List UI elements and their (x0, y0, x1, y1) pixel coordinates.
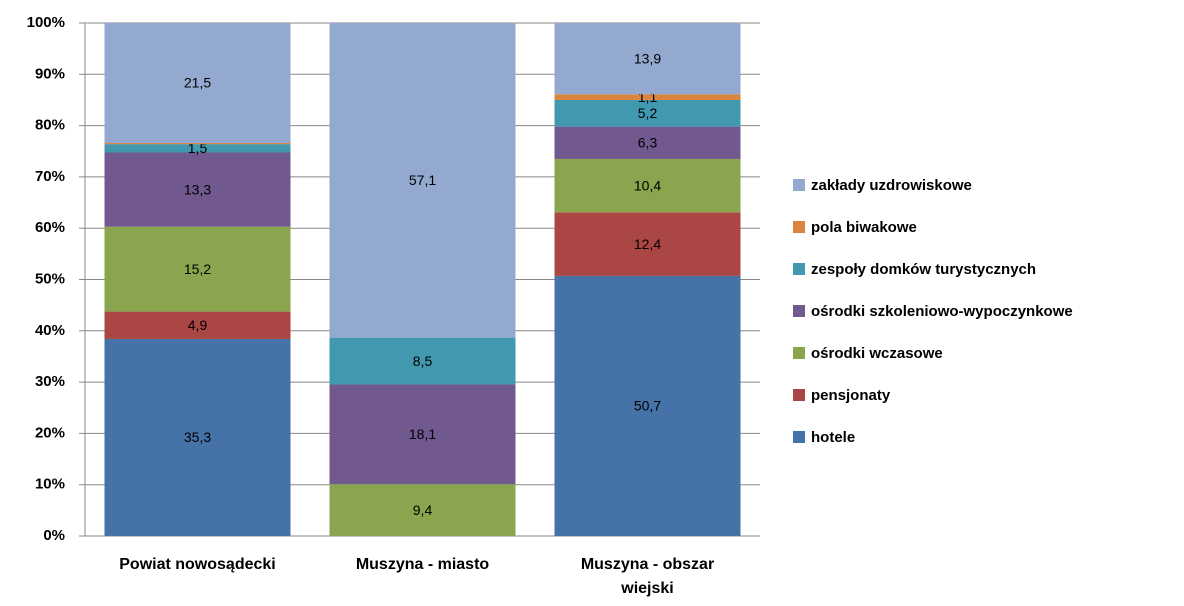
legend-label: zespoły domków turystycznych (811, 261, 1036, 278)
data-label: 5,2 (638, 105, 658, 121)
legend-swatch (793, 179, 805, 191)
bar-segment (104, 143, 291, 145)
y-tick-label: 50% (35, 270, 65, 287)
bar-segment (104, 152, 291, 227)
y-tick-label: 90% (35, 65, 65, 82)
bar-segment (104, 144, 291, 153)
legend-swatch (793, 221, 805, 233)
legend-label: ośrodki wczasowe (811, 345, 943, 362)
data-label: 8,5 (413, 353, 433, 369)
legend-swatch (793, 263, 805, 275)
y-tick-label: 80% (35, 117, 65, 134)
bar-segment (329, 484, 516, 536)
legend-swatch (793, 431, 805, 443)
data-label: 6,3 (638, 134, 658, 150)
data-label: 12,4 (634, 236, 661, 252)
data-label: 21,5 (184, 75, 211, 91)
bar-segment (554, 23, 741, 95)
legend-label: pensjonaty (811, 387, 891, 404)
legend-label: pola biwakowe (811, 219, 917, 236)
x-tick-label: Muszyna - miasto (355, 556, 490, 573)
bar-segment (554, 212, 741, 276)
bar-segment (329, 337, 516, 385)
data-label: 4,9 (188, 317, 208, 333)
bar-segment (329, 384, 516, 485)
y-tick-label: 0% (43, 527, 65, 544)
bar-segment (104, 23, 291, 144)
bar-segment (554, 126, 741, 159)
data-label: 10,4 (634, 177, 661, 193)
x-tick-label: Muszyna - obszar wiejski (580, 556, 715, 597)
legend-label: zakłady uzdrowiskowe (811, 177, 972, 194)
data-label: 57,1 (409, 172, 436, 188)
bar-segment (104, 226, 291, 312)
data-label: 18,1 (409, 426, 436, 442)
bar-segment (104, 338, 291, 536)
bar-segment (554, 158, 741, 213)
y-tick-label: 100% (27, 14, 65, 31)
bar-segment (554, 94, 741, 100)
legend-label: hotele (811, 429, 855, 446)
data-label: 50,7 (634, 398, 661, 414)
data-label: 13,9 (634, 50, 661, 66)
y-tick-label: 70% (35, 168, 65, 185)
bar-segment (104, 311, 291, 339)
x-tick-label: Powiat nowosądecki (119, 556, 276, 573)
y-tick-label: 60% (35, 219, 65, 236)
y-tick-label: 30% (35, 373, 65, 390)
y-tick-label: 40% (35, 322, 65, 339)
legend-swatch (793, 305, 805, 317)
data-label: 9,4 (413, 502, 433, 518)
data-label: 35,3 (184, 429, 211, 445)
legend-label: ośrodki szkoleniowo-wypoczynkowe (811, 303, 1073, 320)
y-tick-label: 20% (35, 424, 65, 441)
data-label: 15,2 (184, 261, 211, 277)
bar-segment (554, 99, 741, 127)
bar-segment (329, 23, 516, 338)
legend-swatch (793, 347, 805, 359)
bar-segment (554, 275, 741, 536)
data-label: 13,3 (184, 181, 211, 197)
y-tick-label: 10% (35, 476, 65, 493)
legend-swatch (793, 389, 805, 401)
